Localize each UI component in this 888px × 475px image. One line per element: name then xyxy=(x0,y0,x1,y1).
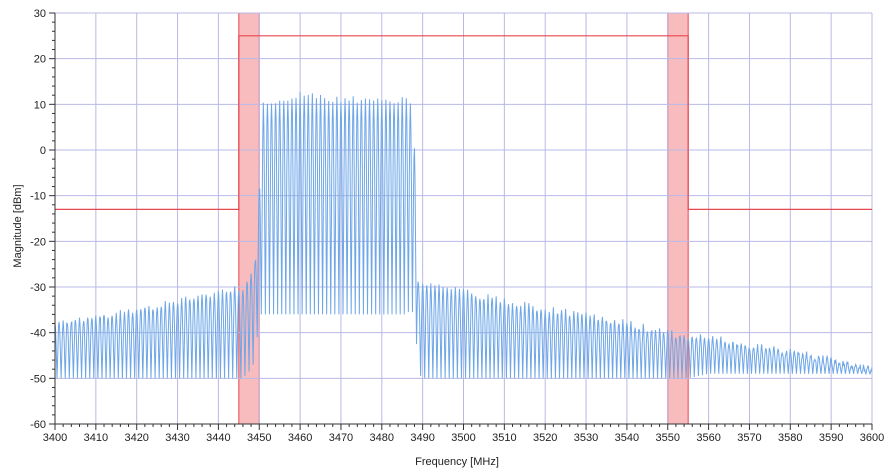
y-tick-label: 0 xyxy=(40,145,46,157)
x-tick-label: 3440 xyxy=(206,432,230,444)
x-tick-label: 3400 xyxy=(43,432,67,444)
y-tick-label: -40 xyxy=(30,328,46,340)
x-tick-label: 3500 xyxy=(451,432,475,444)
x-tick-label: 3550 xyxy=(656,432,680,444)
y-axis-title: Magnitude [dBm] xyxy=(12,184,24,267)
x-tick-label: 3410 xyxy=(84,432,108,444)
axes: 3400 3410 3420 3430 3440 3450 3460 3470 3480 3490… xyxy=(30,8,884,444)
spectrum-line xyxy=(54,91,873,379)
x-tick-label: 3580 xyxy=(778,432,802,444)
x-tick-label: 3470 xyxy=(329,432,353,444)
mask-trace xyxy=(55,35,872,210)
y-tick-label: 30 xyxy=(34,8,46,20)
x-tick-label: 3420 xyxy=(124,432,148,444)
x-tick-label: 3590 xyxy=(819,432,843,444)
x-tick-label: 3560 xyxy=(696,432,720,444)
spectrum-trace xyxy=(54,91,873,379)
x-tick-label: 3570 xyxy=(737,432,761,444)
x-tick-label: 3490 xyxy=(410,432,434,444)
x-tick-label: 3430 xyxy=(165,432,189,444)
x-axis-title: Frequency [MHz] xyxy=(415,456,499,468)
y-tick-label: -10 xyxy=(30,191,46,203)
mask-line-0 xyxy=(55,35,872,210)
x-tick-label: 3450 xyxy=(247,432,271,444)
x-tick-label: 3460 xyxy=(288,432,312,444)
y-tick-label: 20 xyxy=(34,54,46,66)
x-tick-label: 3530 xyxy=(574,432,598,444)
y-tick-label: -20 xyxy=(30,236,46,248)
y-tick-label: -30 xyxy=(30,282,46,294)
x-tick-label: 3600 xyxy=(860,432,884,444)
y-tick-label: -60 xyxy=(30,419,46,431)
x-tick-label: 3520 xyxy=(533,432,557,444)
x-tick-label: 3540 xyxy=(615,432,639,444)
x-tick-label: 3510 xyxy=(492,432,516,444)
y-tick-label: -50 xyxy=(30,373,46,385)
grid-lines xyxy=(55,12,873,424)
x-tick-label: 3480 xyxy=(370,432,394,444)
y-tick-label: 10 xyxy=(34,99,46,111)
